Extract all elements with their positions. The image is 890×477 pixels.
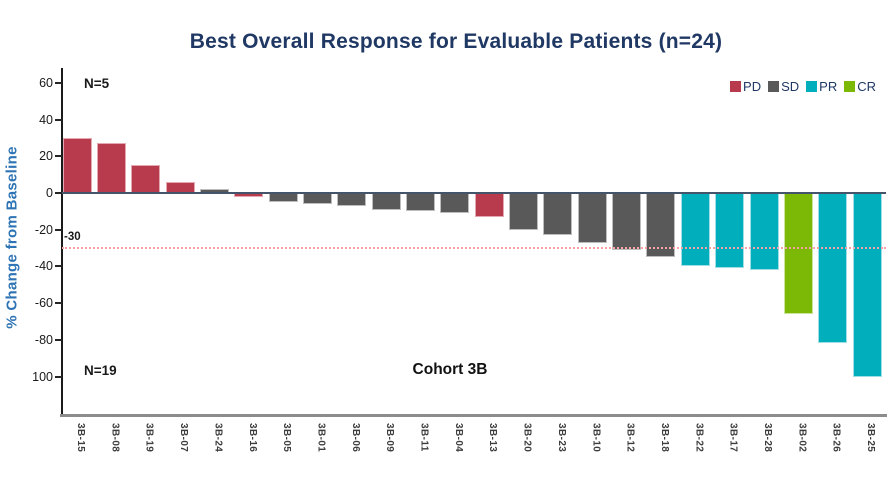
- plot-area: [60, 68, 887, 417]
- x-label-3B-04: 3B-04: [452, 423, 464, 453]
- legend-label-sd: SD: [781, 79, 800, 94]
- x-label-3B-18: 3B-18: [658, 423, 670, 453]
- bar-3B-12: [612, 193, 642, 250]
- bar-3B-10: [577, 193, 607, 243]
- x-label-3B-25: 3B-25: [865, 423, 877, 453]
- x-label-3B-15: 3B-15: [75, 423, 86, 453]
- annotation-n-top: N=5: [84, 76, 110, 91]
- x-label-3B-11: 3B-11: [418, 423, 430, 452]
- bar-3B-22: [680, 193, 710, 267]
- y-tick-mark: [55, 81, 62, 84]
- y-axis-line: [61, 68, 63, 416]
- x-label-3B-01: 3B-01: [315, 423, 327, 453]
- bar-3B-04: [440, 193, 470, 214]
- legend-item-sd: SD: [768, 79, 799, 94]
- x-label-3B-13: 3B-13: [487, 423, 499, 453]
- x-label-3B-20: 3B-20: [521, 423, 533, 453]
- y-tick-mark: [55, 228, 62, 231]
- x-axis-bottom-line: [60, 414, 887, 417]
- y-tick-label: -40: [34, 259, 53, 274]
- y-tick-label: 0: [46, 186, 53, 200]
- legend-swatch-sd: [768, 81, 780, 92]
- bar-3B-25: [852, 193, 882, 377]
- y-tick-label: -80: [34, 332, 53, 347]
- threshold-label: -30: [64, 231, 81, 243]
- y-tick-label: 20: [39, 149, 53, 164]
- bar-3B-11: [406, 193, 435, 212]
- bar-3B-06: [337, 193, 367, 206]
- x-label-3B-08: 3B-08: [109, 423, 121, 453]
- y-tick-label: -60: [34, 296, 53, 311]
- bar-3B-28: [749, 193, 779, 271]
- y-tick-mark: [55, 155, 62, 158]
- bar-3B-23: [543, 193, 573, 236]
- bar-3B-13: [474, 193, 504, 217]
- y-tick-mark: [55, 192, 62, 194]
- x-label-3B-07: 3B-07: [178, 423, 190, 453]
- x-label-3B-17: 3B-17: [727, 423, 739, 453]
- legend-item-pd: PD: [730, 79, 761, 94]
- bar-3B-05: [268, 193, 298, 203]
- bar-3B-01: [302, 193, 332, 204]
- x-label-3B-26: 3B-26: [830, 423, 842, 453]
- bar-3B-02: [783, 193, 813, 315]
- x-label-3B-22: 3B-22: [693, 423, 705, 453]
- y-tick-label: 40: [39, 112, 53, 127]
- x-label-3B-12: 3B-12: [624, 423, 636, 453]
- x-label-3B-16: 3B-16: [246, 423, 258, 453]
- x-label-3B-24: 3B-24: [212, 423, 224, 453]
- bar-3B-09: [371, 193, 401, 210]
- x-label-3B-09: 3B-09: [384, 423, 396, 453]
- x-label-3B-28: 3B-28: [762, 423, 773, 453]
- y-tick-mark: [55, 265, 62, 268]
- y-tick-mark: [55, 375, 62, 378]
- x-label-3B-06: 3B-06: [349, 423, 361, 453]
- bar-3B-19: [131, 165, 161, 193]
- legend-swatch-pd: [730, 81, 742, 92]
- zero-baseline: [62, 192, 886, 194]
- bar-3B-26: [818, 193, 848, 344]
- legend-label-pd: PD: [743, 79, 762, 94]
- bar-3B-15: [62, 137, 92, 193]
- x-label-3B-10: 3B-10: [590, 423, 602, 453]
- legend-item-pr: PR: [806, 79, 837, 94]
- y-tick-label: 60: [39, 75, 53, 90]
- legend-label-pr: PR: [819, 79, 838, 94]
- legend-swatch-pr: [806, 81, 818, 92]
- y-tick-mark: [55, 338, 62, 341]
- bar-3B-17: [715, 193, 745, 269]
- x-label-3B-02: 3B-02: [796, 423, 808, 453]
- x-label-3B-05: 3B-05: [281, 423, 293, 453]
- legend: PD SD PR CR: [730, 79, 876, 94]
- bar-3B-20: [509, 193, 539, 230]
- legend-item-cr: CR: [844, 79, 876, 94]
- legend-swatch-cr: [844, 81, 856, 92]
- y-tick-label: 100: [32, 369, 53, 384]
- annotation-cohort: Cohort 3B: [412, 361, 488, 378]
- bar-3B-08: [96, 143, 126, 193]
- threshold-line: [62, 247, 886, 250]
- annotation-n-bottom: N=19: [84, 363, 117, 378]
- y-tick-label: -20: [34, 222, 53, 237]
- x-label-3B-23: 3B-23: [555, 423, 567, 453]
- bar-3B-18: [646, 193, 676, 258]
- y-tick-mark: [55, 118, 62, 121]
- x-label-3B-19: 3B-19: [143, 423, 155, 453]
- legend-label-cr: CR: [857, 79, 876, 94]
- y-tick-mark: [55, 302, 62, 305]
- chart-title: Best Overall Response for Evaluable Pati…: [189, 30, 723, 53]
